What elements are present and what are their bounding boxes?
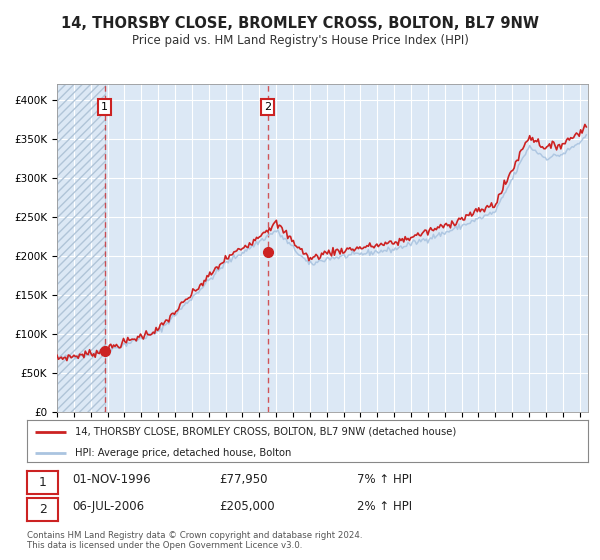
Text: £77,950: £77,950 — [219, 473, 268, 487]
Text: Contains HM Land Registry data © Crown copyright and database right 2024.
This d: Contains HM Land Registry data © Crown c… — [27, 530, 362, 550]
Text: 14, THORSBY CLOSE, BROMLEY CROSS, BOLTON, BL7 9NW (detached house): 14, THORSBY CLOSE, BROMLEY CROSS, BOLTON… — [74, 427, 456, 437]
Text: Price paid vs. HM Land Registry's House Price Index (HPI): Price paid vs. HM Land Registry's House … — [131, 34, 469, 47]
Text: 1: 1 — [38, 476, 47, 489]
Bar — [57, 84, 105, 412]
Text: £205,000: £205,000 — [219, 500, 275, 514]
Text: 2% ↑ HPI: 2% ↑ HPI — [357, 500, 412, 514]
Text: 2: 2 — [264, 102, 271, 112]
Text: 7% ↑ HPI: 7% ↑ HPI — [357, 473, 412, 487]
Text: 01-NOV-1996: 01-NOV-1996 — [72, 473, 151, 487]
Text: 06-JUL-2006: 06-JUL-2006 — [72, 500, 144, 514]
Text: 1: 1 — [101, 102, 108, 112]
Text: 14, THORSBY CLOSE, BROMLEY CROSS, BOLTON, BL7 9NW: 14, THORSBY CLOSE, BROMLEY CROSS, BOLTON… — [61, 16, 539, 31]
Text: 2: 2 — [38, 503, 47, 516]
Text: HPI: Average price, detached house, Bolton: HPI: Average price, detached house, Bolt… — [74, 448, 291, 458]
